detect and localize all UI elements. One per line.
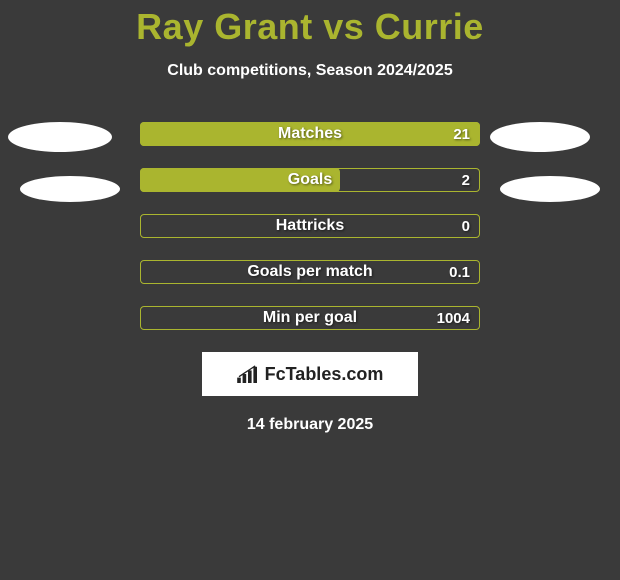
bar-chart-icon xyxy=(237,365,259,383)
stat-value: 2 xyxy=(140,168,470,192)
stat-value: 1004 xyxy=(140,306,470,330)
decorative-blob xyxy=(8,122,112,152)
stat-row-goals-per-match: Goals per match 0.1 xyxy=(0,260,620,284)
page-subtitle: Club competitions, Season 2024/2025 xyxy=(0,62,620,80)
stat-row-hattricks: Hattricks 0 xyxy=(0,214,620,238)
logo-text: FcTables.com xyxy=(265,364,384,385)
stat-row-min-per-goal: Min per goal 1004 xyxy=(0,306,620,330)
stat-rows: Matches 21 Goals 2 Hattricks 0 Goals per… xyxy=(0,122,620,330)
stat-value: 0 xyxy=(140,214,470,238)
stat-value: 0.1 xyxy=(140,260,470,284)
page-title: Ray Grant vs Currie xyxy=(0,0,620,48)
date-label: 14 february 2025 xyxy=(0,416,620,434)
decorative-blob xyxy=(500,176,600,202)
logo-box[interactable]: FcTables.com xyxy=(202,352,418,396)
decorative-blob xyxy=(490,122,590,152)
logo: FcTables.com xyxy=(237,364,384,385)
stat-value: 21 xyxy=(140,122,470,146)
decorative-blob xyxy=(20,176,120,202)
